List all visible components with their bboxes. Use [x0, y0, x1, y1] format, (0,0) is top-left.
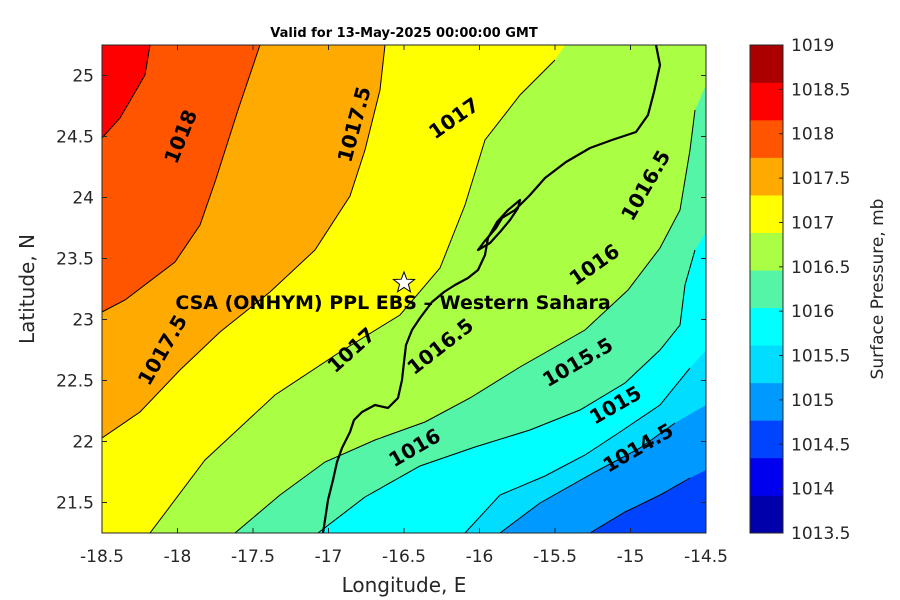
colorbar-label: Surface Pressure, mb	[868, 199, 888, 380]
contour-1014-5	[589, 477, 691, 533]
colorbar-tick-label: 1017.5	[791, 169, 850, 189]
contour-1018-5	[102, 45, 151, 139]
contour-1017-5	[102, 45, 386, 439]
colorbar-swatch	[750, 457, 783, 496]
x-tick-label: -18.5	[80, 547, 124, 567]
site-label: CSA (ONHYM) PPL EBS – Western Sahara	[175, 292, 610, 314]
site-star-icon	[392, 270, 416, 293]
y-tick-label: 22	[72, 433, 94, 453]
x-axis-label: Longitude, E	[342, 573, 467, 597]
coastline	[321, 45, 662, 533]
contour-1016	[317, 249, 696, 533]
colorbar-swatch	[750, 270, 783, 309]
colorbar-tick-label: 1019	[791, 36, 834, 56]
colorbar-tick-label: 1018.5	[791, 80, 850, 100]
colorbar-tick-label: 1016	[791, 302, 834, 322]
y-tick-label: 23	[72, 311, 94, 331]
x-tick-label: -16.5	[382, 547, 426, 567]
x-tick-label: -16	[466, 547, 494, 567]
contour-lines	[102, 45, 696, 533]
colorbar-swatch	[750, 45, 783, 83]
map-title: Valid for 13-May-2025 00:00:00 GMT	[270, 26, 538, 41]
colorbar-tick-label: 1015	[791, 391, 834, 411]
colorbar-swatch	[750, 495, 783, 534]
x-tick-label: -18	[164, 547, 192, 567]
colorbar: 1013.5 1014 1014.5 1015 1015.5 1016 1016.5 1017…	[749, 36, 850, 544]
y-tick-label: 21.5	[56, 494, 94, 514]
x-tick-label: -14.5	[684, 547, 728, 567]
colorbar-swatch	[750, 382, 783, 421]
contour-1017	[149, 59, 556, 533]
contour-1015	[499, 422, 676, 533]
colorbar-swatch	[750, 157, 783, 196]
x-axis-ticks: -18.5 -18 -17.5 -17 -16.5 -16 -15.5 -15 -14.5	[80, 45, 728, 567]
x-tick-label: -17.5	[231, 547, 275, 567]
y-axis-label: Latitude, N	[15, 234, 39, 344]
y-tick-label: 23.5	[56, 250, 94, 270]
y-tick-label: 22.5	[56, 372, 94, 392]
colorbar-swatch	[750, 195, 783, 233]
x-tick-label: -15	[617, 547, 645, 567]
colorbar-swatch	[750, 307, 783, 346]
colorbar-tick-label: 1015.5	[791, 347, 850, 367]
band-1018-5	[102, 45, 150, 138]
colorbar-swatch	[750, 420, 783, 459]
colorbar-tick-label: 1016.5	[791, 258, 850, 278]
colorbar-frame	[749, 44, 784, 534]
y-tick-label: 25	[72, 67, 94, 87]
contour-1016-5	[234, 109, 696, 533]
colorbar-swatch	[750, 82, 783, 121]
contour-1018	[102, 45, 261, 313]
y-tick-label: 24.5	[56, 128, 94, 148]
contour-1015-5	[464, 367, 691, 533]
colorbar-tick-label: 1014.5	[791, 435, 850, 455]
y-tick-label: 24	[72, 189, 94, 209]
colorbar-tick-label: 1013.5	[791, 524, 850, 544]
y-axis-ticks: 21.5 22 22.5 23 23.5 24 24.5 25	[56, 67, 706, 514]
colorbar-swatch	[750, 232, 783, 271]
colorbar-swatch	[750, 120, 783, 158]
colorbar-tick-label: 1018	[791, 125, 834, 145]
site-marker: CSA (ONHYM) PPL EBS – Western Sahara	[175, 270, 611, 314]
colorbar-tick-label: 1014	[791, 480, 834, 500]
x-tick-label: -15.5	[533, 547, 577, 567]
pressure-bands	[102, 45, 706, 533]
x-tick-label: -17	[315, 547, 343, 567]
colorbar-swatch	[750, 345, 783, 384]
colorbar-tick-label: 1017	[791, 213, 834, 233]
